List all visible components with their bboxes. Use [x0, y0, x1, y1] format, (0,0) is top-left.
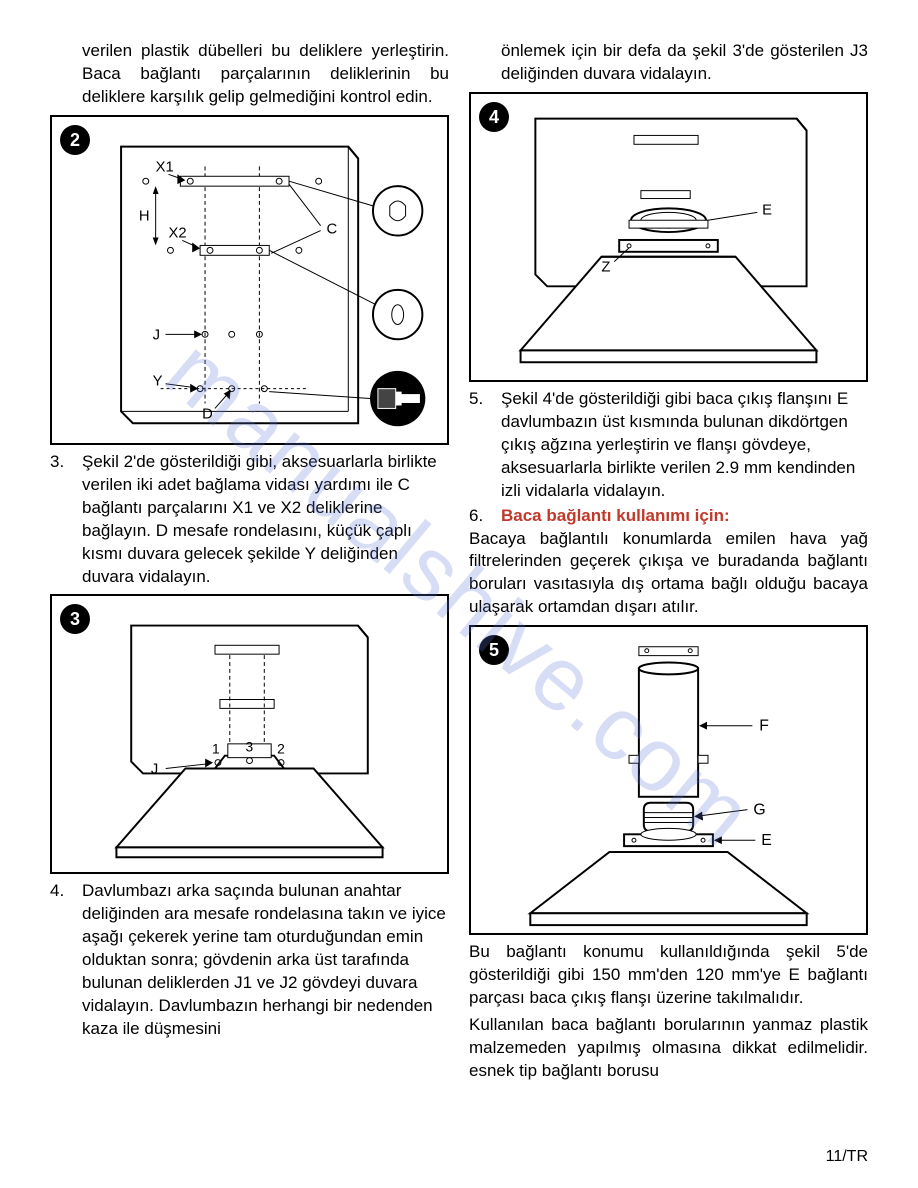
svg-text:J: J: [151, 762, 158, 778]
figure-4: 4: [469, 92, 868, 382]
page-number: 11/TR: [826, 1146, 868, 1168]
svg-text:Y: Y: [153, 374, 163, 390]
svg-text:3: 3: [246, 740, 254, 755]
item-3-text: Şekil 2'de gösterildiği gibi, aksesuarla…: [82, 451, 449, 589]
item-6-heading: Baca bağlantı kullanımı için:: [501, 505, 730, 528]
figure-4-number: 4: [479, 102, 509, 132]
figure-5: 5: [469, 625, 868, 935]
right-intro-text: önlemek için bir defa da şekil 3'de göst…: [501, 40, 868, 86]
page-columns: verilen plastik dübelleri bu deliklere y…: [50, 40, 868, 1083]
svg-text:F: F: [759, 718, 769, 735]
svg-text:E: E: [761, 832, 772, 849]
svg-text:X2: X2: [168, 225, 186, 241]
list-item-5: 5. Şekil 4'de gösterildiği gibi baca çık…: [469, 388, 868, 503]
list-item-3: 3. Şekil 2'de gösterildiği gibi, aksesua…: [50, 451, 449, 589]
figure-3: 3: [50, 594, 449, 874]
item-4-text: Davlumbazı arka saçında bulunan anahtar …: [82, 880, 449, 1041]
item-5-number: 5.: [469, 388, 501, 503]
item-5-text: Şekil 4'de gösterildiği gibi baca çıkış …: [501, 388, 868, 503]
svg-text:Z: Z: [601, 259, 610, 275]
figure-2-number: 2: [60, 125, 90, 155]
item-6-number: 6.: [469, 505, 501, 528]
item-3-number: 3.: [50, 451, 82, 589]
svg-text:C: C: [327, 221, 338, 237]
right-p4: Kullanılan baca bağlantı borularının yan…: [469, 1014, 868, 1083]
right-p2: Bacaya bağlantılı konumlarda emilen hava…: [469, 528, 868, 620]
svg-text:H: H: [139, 209, 150, 225]
svg-text:X1: X1: [156, 159, 174, 175]
left-column: verilen plastik dübelleri bu deliklere y…: [50, 40, 449, 1083]
item-4-number: 4.: [50, 880, 82, 1041]
svg-text:2: 2: [277, 742, 285, 757]
right-p3: Bu bağlantı konumu kullanıldığında şekil…: [469, 941, 868, 1010]
svg-text:G: G: [753, 802, 765, 819]
left-intro-text: verilen plastik dübelleri bu deliklere y…: [82, 40, 449, 109]
svg-text:D: D: [202, 406, 213, 422]
list-item-4: 4. Davlumbazı arka saçında bulunan anaht…: [50, 880, 449, 1041]
right-column: önlemek için bir defa da şekil 3'de göst…: [469, 40, 868, 1083]
figure-2: 2: [50, 115, 449, 445]
svg-text:J: J: [153, 327, 160, 343]
svg-text:1: 1: [212, 742, 220, 757]
svg-text:E: E: [762, 202, 772, 218]
list-item-6: 6. Baca bağlantı kullanımı için:: [469, 505, 868, 528]
